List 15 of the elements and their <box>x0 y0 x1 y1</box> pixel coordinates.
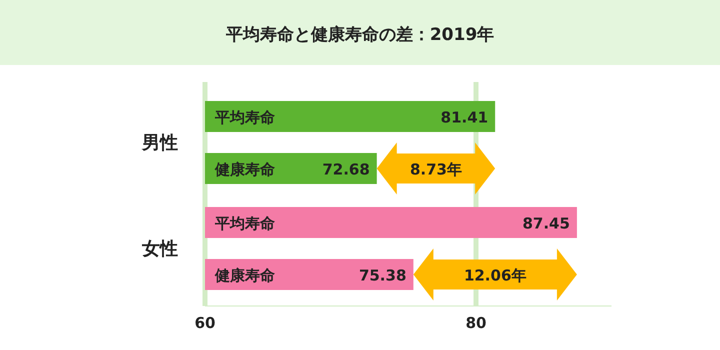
text: 平均寿命 <box>215 214 275 232</box>
chart-title: 平均寿命と健康寿命の差：2019年 <box>224 25 494 45</box>
x-tick-label: 80 <box>466 314 486 332</box>
data-label: 81.41 <box>440 108 488 126</box>
annotation: 8.73年 <box>410 160 462 178</box>
data-label: 72.68 <box>322 160 370 178</box>
series-label: 健康寿命 <box>214 160 276 178</box>
y-tick-label: 女性 <box>141 238 178 260</box>
text: 健康寿命 <box>215 266 275 284</box>
annotation: 12.06年 <box>464 266 526 284</box>
y-tick-label: 男性 <box>141 132 178 154</box>
data-label: 87.45 <box>522 214 570 232</box>
x-tick-label: 60 <box>194 314 216 332</box>
data-label: 75.38 <box>358 266 406 284</box>
series-label: 平均寿命 <box>214 108 276 126</box>
